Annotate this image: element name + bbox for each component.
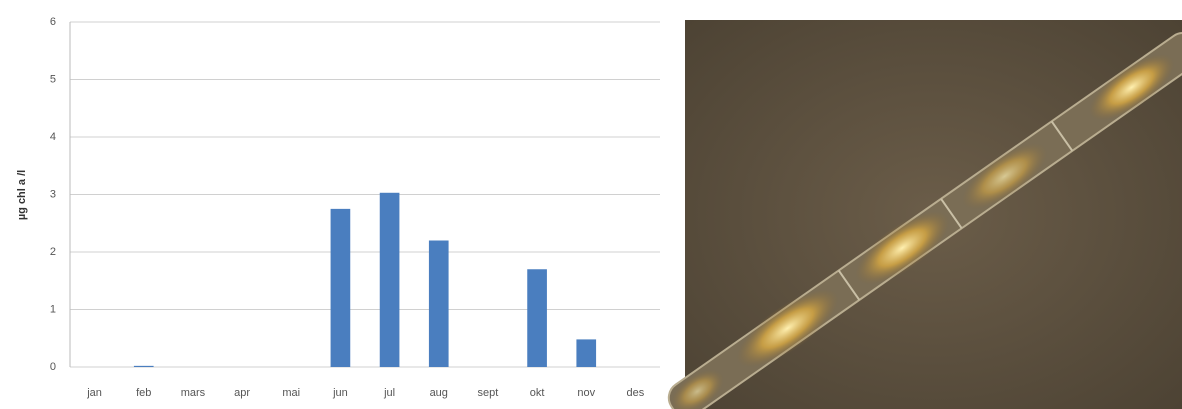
y-tick-label: 6 bbox=[50, 16, 56, 28]
bar bbox=[133, 365, 154, 367]
x-tick-label: mars bbox=[181, 387, 206, 399]
y-tick-label: 0 bbox=[50, 361, 56, 373]
x-tick-label: des bbox=[627, 387, 645, 399]
x-tick-label: jul bbox=[383, 387, 395, 399]
bar bbox=[379, 192, 400, 367]
y-axis-label: µg chl a /l bbox=[16, 170, 28, 220]
bar bbox=[527, 269, 547, 367]
x-tick-label: jun bbox=[332, 387, 348, 399]
bar bbox=[428, 240, 449, 367]
y-tick-label: 2 bbox=[50, 246, 56, 258]
micrograph bbox=[667, 20, 1182, 409]
x-tick-label: jan bbox=[86, 387, 102, 399]
x-tick-label: feb bbox=[136, 387, 151, 399]
bar bbox=[576, 339, 597, 367]
x-tick-label: mai bbox=[282, 387, 300, 399]
x-tick-label: aug bbox=[430, 387, 448, 399]
x-tick-label: okt bbox=[530, 387, 545, 399]
y-tick-label: 3 bbox=[50, 188, 56, 200]
bar bbox=[330, 208, 351, 367]
x-tick-label: nov bbox=[577, 387, 595, 399]
x-tick-label: apr bbox=[234, 387, 250, 399]
y-tick-label: 5 bbox=[50, 73, 56, 85]
y-tick-label: 1 bbox=[50, 303, 56, 315]
x-tick-label: sept bbox=[478, 387, 499, 399]
y-tick-label: 4 bbox=[50, 131, 56, 143]
